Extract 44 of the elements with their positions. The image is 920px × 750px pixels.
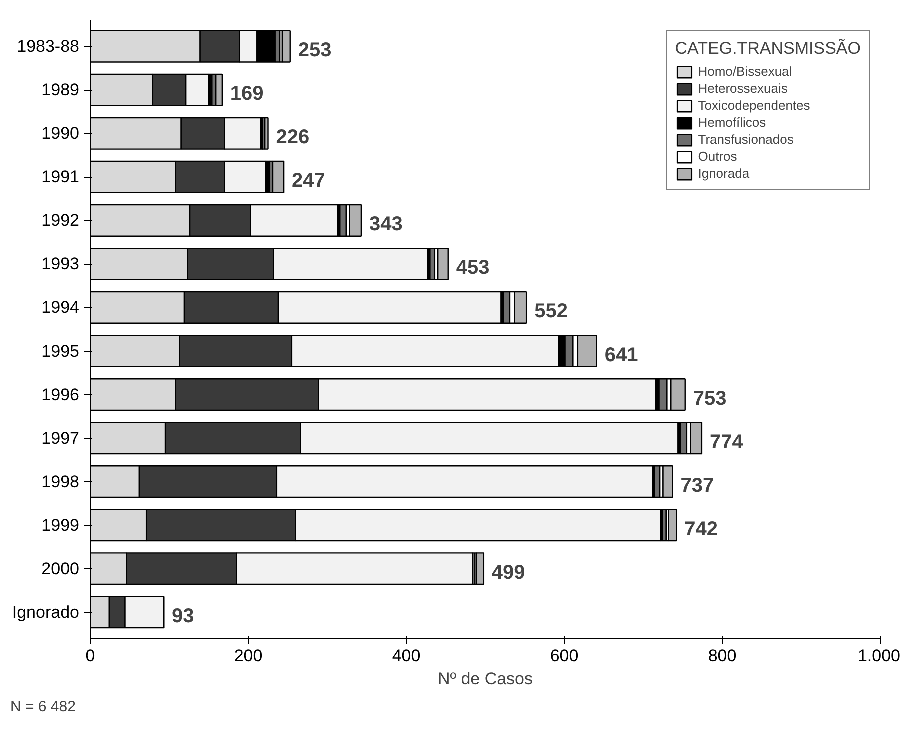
total-label: 753 <box>693 388 727 410</box>
total-label: 641 <box>604 344 638 366</box>
y-tick-label: 1990 <box>42 124 80 144</box>
y-tick-label: 1992 <box>42 211 80 230</box>
y-tick-label: Ignorado <box>12 602 80 622</box>
legend-label: Hemofílicos <box>698 115 766 130</box>
total-label: 93 <box>172 605 194 628</box>
legend-label: Transfusionados <box>698 132 794 147</box>
legend-label: Homo/Bissexual <box>698 64 792 79</box>
total-label: 453 <box>456 257 490 280</box>
y-tick-label: 1999 <box>42 516 80 535</box>
x-tick-label: 200 <box>234 646 263 666</box>
total-label: 737 <box>680 474 714 497</box>
y-tick-label: 1998 <box>42 472 80 492</box>
y-tick-label: 1996 <box>42 385 80 404</box>
total-label: 169 <box>230 83 264 106</box>
text: N = 6 482 <box>10 698 76 716</box>
legend-label: Heterossexuais <box>698 81 788 96</box>
total-label: 253 <box>298 40 332 62</box>
y-tick-label: 2000 <box>42 559 80 578</box>
legend-label: Ignorada <box>698 166 750 181</box>
x-axis-title: Nº de Casos <box>438 670 534 688</box>
total-label: 499 <box>492 562 526 584</box>
total-label: 774 <box>710 431 744 454</box>
y-tick-label: 1997 <box>42 428 80 448</box>
x-tick-label: 1.000 <box>858 646 901 666</box>
y-tick-label: 1989 <box>42 80 80 100</box>
x-tick-label: 600 <box>550 646 579 666</box>
total-label: 552 <box>534 300 568 323</box>
x-tick-label: 800 <box>708 646 737 666</box>
y-tick-label: 1983-88 <box>17 37 80 56</box>
y-tick-label: 1995 <box>42 342 80 361</box>
total-label: 226 <box>276 126 310 149</box>
legend-title: CATEG.TRANSMISSÃO <box>675 39 861 59</box>
y-tick-label: 1991 <box>42 168 80 187</box>
x-tick-label: 0 <box>86 646 96 666</box>
x-tick-label: 400 <box>392 646 421 666</box>
y-tick-label: 1994 <box>42 298 80 318</box>
legend-label: Toxicodependentes <box>698 98 810 113</box>
total-label: 247 <box>292 170 326 192</box>
legend-label: Outros <box>698 149 738 164</box>
y-tick-label: 1993 <box>42 254 80 274</box>
total-label: 742 <box>684 518 718 540</box>
total-label: 343 <box>369 214 403 236</box>
